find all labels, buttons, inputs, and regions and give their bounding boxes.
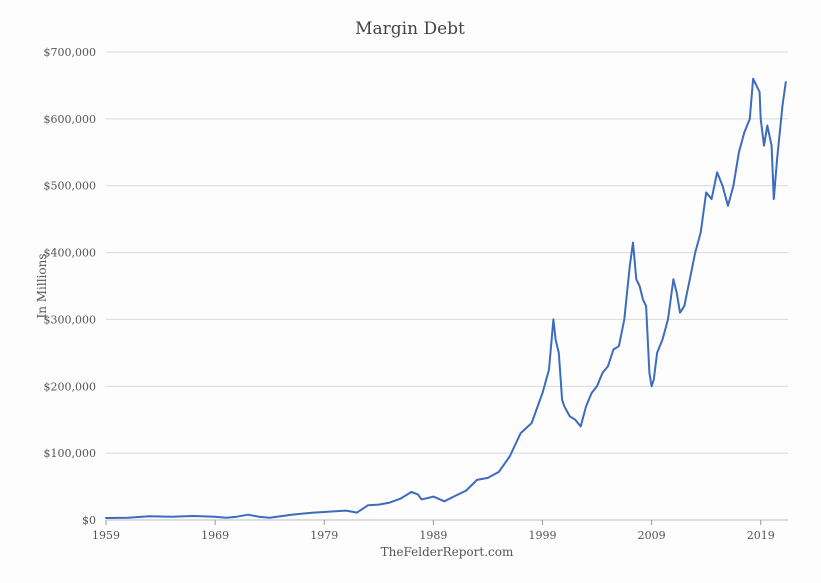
series-line-margin-debt: [105, 77, 787, 519]
y-tick-label: $300,000: [44, 313, 97, 326]
x-tick-label: 1999: [528, 529, 556, 542]
series-layer: [105, 77, 787, 519]
y-axis-title: In Millions: [35, 253, 49, 318]
x-axis-title: TheFelderReport.com: [381, 545, 514, 559]
chart-title: Margin Debt: [355, 19, 465, 39]
y-tick-label: $400,000: [44, 247, 97, 260]
x-tick-label: 2009: [638, 529, 666, 542]
gridlines: [106, 51, 788, 521]
x-tick-label: 1989: [419, 529, 447, 542]
y-tick-label: $600,000: [44, 113, 97, 126]
x-tick-label: 1979: [310, 529, 338, 542]
y-tick-label: $0: [82, 514, 96, 527]
y-tick-label: $500,000: [44, 180, 97, 193]
x-tick-label: 2019: [747, 529, 775, 542]
y-tick-label: $200,000: [44, 380, 97, 393]
y-tick-label: $100,000: [44, 447, 97, 460]
x-tick-label: 1959: [92, 529, 120, 542]
y-axis-ticks: $0 $100,000 $200,000 $300,000 $400,000 $500,0…: [44, 46, 97, 527]
x-tick-label: 1969: [201, 529, 229, 542]
x-axis-ticks: 1959 1969 1979 1989 1999 2009 2019: [92, 520, 775, 542]
y-tick-label: $700,000: [44, 46, 97, 59]
